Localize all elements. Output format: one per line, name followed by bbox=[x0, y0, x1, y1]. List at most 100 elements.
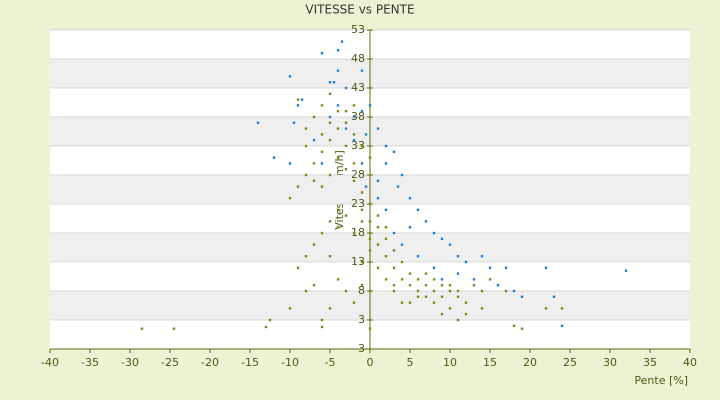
scatter-point bbox=[304, 127, 308, 130]
scatter-point bbox=[384, 208, 388, 211]
scatter-point bbox=[400, 301, 404, 304]
scatter-point bbox=[328, 220, 332, 223]
scatter-point bbox=[376, 226, 380, 229]
scatter-point bbox=[448, 243, 452, 246]
scatter-point bbox=[368, 220, 372, 223]
scatter-point bbox=[432, 301, 436, 304]
scatter-point bbox=[336, 156, 340, 159]
scatter-point bbox=[376, 266, 380, 269]
scatter-point bbox=[360, 110, 364, 113]
scatter-point bbox=[296, 104, 300, 107]
scatter-point bbox=[344, 86, 348, 90]
scatter-point bbox=[328, 307, 332, 310]
y-tick-label: 48 bbox=[351, 52, 365, 65]
scatter-point bbox=[408, 272, 412, 275]
scatter-point bbox=[288, 307, 292, 310]
scatter-point bbox=[456, 318, 460, 322]
scatter-point bbox=[312, 115, 316, 119]
scatter-point bbox=[464, 301, 468, 304]
scatter-point bbox=[360, 208, 364, 211]
scatter-point bbox=[328, 255, 332, 258]
x-tick-label: 35 bbox=[643, 356, 657, 369]
scatter-point bbox=[432, 266, 436, 269]
scatter-point bbox=[340, 40, 344, 43]
scatter-point bbox=[336, 110, 340, 113]
scatter-point bbox=[368, 327, 372, 330]
scatter-point bbox=[440, 313, 444, 316]
scatter-point bbox=[368, 249, 372, 252]
x-tick-label: 5 bbox=[407, 356, 414, 369]
x-tick-label: -15 bbox=[241, 356, 259, 369]
x-tick-label: -40 bbox=[41, 356, 59, 369]
scatter-point bbox=[416, 289, 420, 293]
scatter-point bbox=[504, 289, 508, 293]
scatter-point bbox=[328, 173, 332, 177]
scatter-point bbox=[336, 208, 340, 211]
scatter-point bbox=[360, 284, 364, 287]
scatter-point bbox=[364, 133, 368, 136]
y-tick-label: 8 bbox=[358, 284, 365, 297]
scatter-point bbox=[328, 139, 332, 142]
scatter-point bbox=[416, 295, 420, 298]
y-tick-label: 3 bbox=[358, 313, 365, 326]
scatter-point bbox=[320, 318, 324, 322]
x-tick-label: 40 bbox=[683, 356, 697, 369]
scatter-point bbox=[488, 278, 492, 281]
scatter-point bbox=[448, 289, 452, 293]
scatter-point bbox=[440, 237, 444, 240]
scatter-point bbox=[264, 325, 268, 329]
scatter-point bbox=[320, 133, 324, 136]
scatter-point bbox=[376, 197, 380, 200]
scatter-point bbox=[304, 255, 308, 258]
scatter-point bbox=[384, 144, 388, 148]
scatter-point bbox=[312, 179, 316, 182]
scatter-point bbox=[360, 220, 364, 223]
scatter-point bbox=[448, 307, 452, 310]
scatter-point bbox=[272, 156, 276, 159]
scatter-point bbox=[424, 220, 428, 223]
scatter-point bbox=[352, 231, 356, 235]
x-tick-label: -30 bbox=[121, 356, 139, 369]
scatter-point bbox=[392, 150, 396, 153]
x-tick-label: 15 bbox=[483, 356, 497, 369]
scatter-point bbox=[384, 237, 388, 240]
scatter-point bbox=[320, 150, 324, 153]
scatter-point bbox=[400, 243, 404, 246]
scatter-point bbox=[416, 278, 420, 281]
scatter-point bbox=[320, 162, 324, 165]
scatter-point bbox=[440, 284, 444, 287]
scatter-point bbox=[352, 179, 356, 182]
scatter-point bbox=[344, 168, 348, 171]
scatter-point bbox=[352, 301, 356, 304]
scatter-point bbox=[368, 104, 372, 107]
x-tick-label: -25 bbox=[161, 356, 179, 369]
scatter-point bbox=[360, 260, 364, 264]
y-tick-label: 23 bbox=[351, 197, 365, 210]
scatter-point bbox=[512, 289, 516, 293]
scatter-point bbox=[344, 214, 348, 217]
scatter-point bbox=[368, 156, 372, 159]
scatter-point bbox=[472, 278, 476, 281]
scatter-point bbox=[360, 191, 364, 194]
x-tick-label: 25 bbox=[563, 356, 577, 369]
scatter-point bbox=[288, 75, 292, 78]
scatter-point bbox=[448, 284, 452, 287]
y-tick-label: 43 bbox=[351, 81, 365, 94]
scatter-point bbox=[288, 162, 292, 165]
scatter-point bbox=[392, 249, 396, 252]
x-tick-label: 30 bbox=[603, 356, 617, 369]
scatter-point bbox=[296, 266, 300, 269]
scatter-point bbox=[480, 255, 484, 258]
x-axis-title: Pente [%] bbox=[634, 374, 688, 387]
scatter-point bbox=[376, 243, 380, 246]
scatter-point bbox=[440, 278, 444, 281]
scatter-point bbox=[392, 266, 396, 269]
scatter-point bbox=[312, 284, 316, 287]
scatter-point bbox=[552, 295, 556, 298]
scatter-point bbox=[352, 139, 356, 142]
y-tick-label: 28 bbox=[351, 168, 365, 181]
scatter-point bbox=[488, 266, 492, 269]
scatter-point bbox=[472, 284, 476, 287]
